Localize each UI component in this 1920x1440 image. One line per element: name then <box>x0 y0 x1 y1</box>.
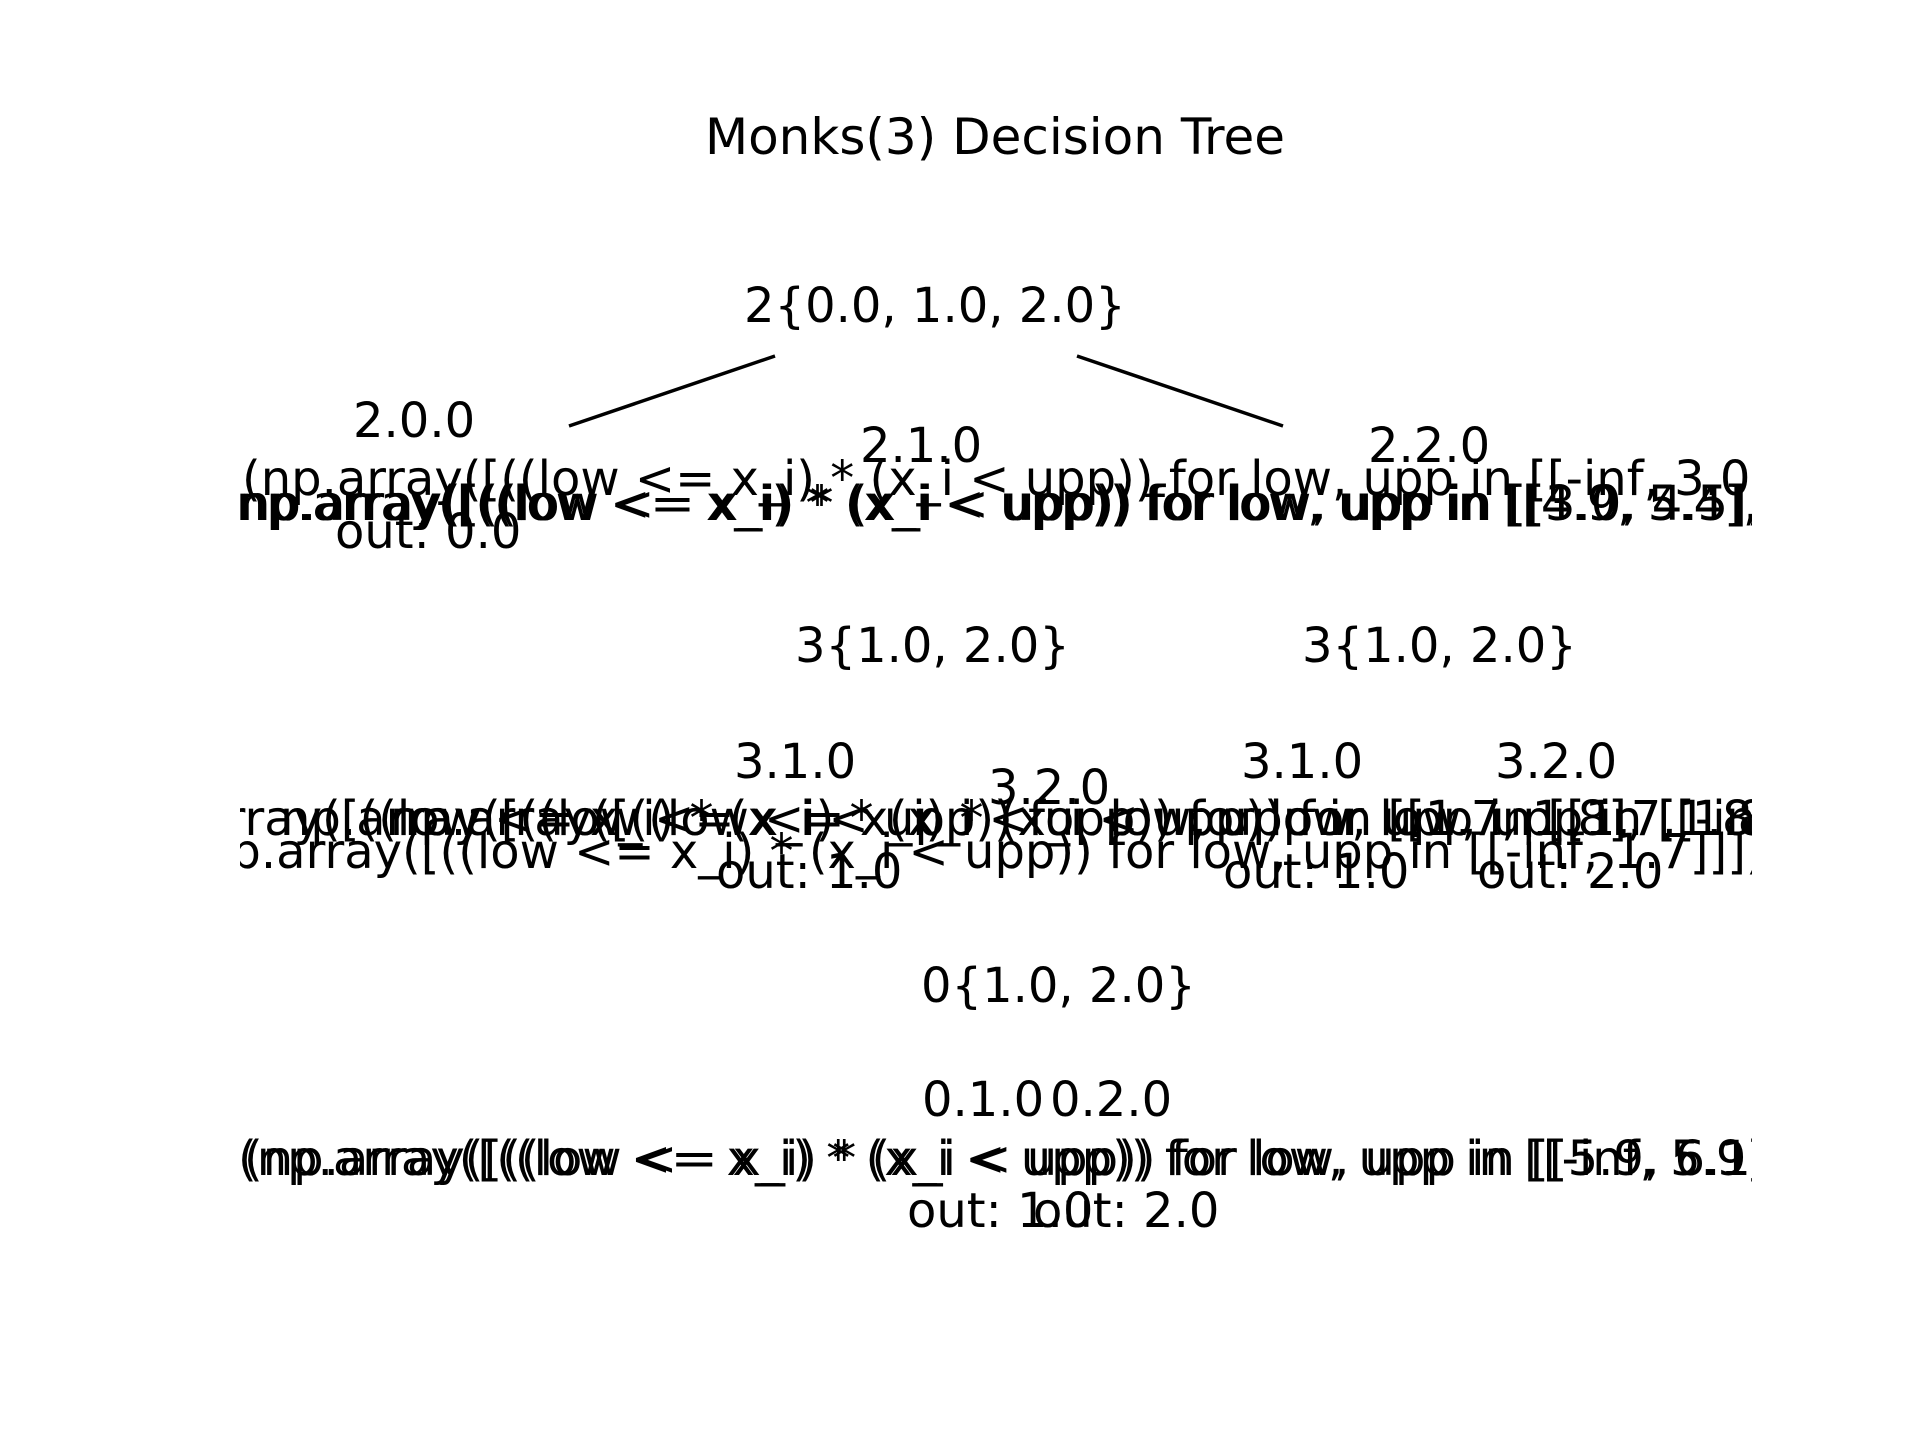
node-2-0-0-output: out: 0.0 <box>335 504 522 560</box>
node-2-1-0-value: 2.1.0 <box>860 418 983 474</box>
node-3-2-0-split: 0{1.0, 2.0} <box>921 958 1196 1014</box>
node-3-2-0-left-value: 3.2.0 <box>988 760 1111 816</box>
root-node-label: 2{0.0, 1.0, 2.0} <box>744 278 1126 334</box>
node-2-0-0-condition: (np.array([((low <= x_i) * (x_i < upp)) … <box>242 451 1752 507</box>
node-0-2-0-value: 0.2.0 <box>1050 1072 1173 1128</box>
node-2-2-0-split: 3{1.0, 2.0} <box>1302 618 1577 674</box>
figure-title: Monks(3) Decision Tree <box>704 108 1286 166</box>
node-3-2-0-right-condition: np.array([((low <= x_i) * (x_i < upp)) f… <box>280 791 1752 847</box>
node-0-1-0-value: 0.1.0 <box>922 1072 1045 1128</box>
node-0-2-0-output: out: 2.0 <box>1033 1183 1220 1239</box>
node-0-1-0-condition: (np.array([((low <= x_i) * (x_i < upp)) … <box>240 1131 1752 1187</box>
edge-root-to-2-0-0 <box>568 354 776 428</box>
node-0-2-0-condition: (np.array([((low <= x_i) * (x_i < upp)) … <box>244 1131 1752 1187</box>
node-2-2-0-value: 2.2.0 <box>1368 418 1491 474</box>
node-3-1-0-right-value: 3.1.0 <box>1241 734 1364 790</box>
node-3-1-0-left-condition: np.array([((low <= x_i) * (x_i < upp)) f… <box>240 791 1752 847</box>
node-3-1-0-right-output: out: 1.0 <box>1223 844 1410 900</box>
node-3-1-0-right-condition: np.array([((low <= x_i) * (x_i < upp)) f… <box>390 791 1752 847</box>
tree-clip-area: 2{0.0, 1.0, 2.0} 2.0.0 2.1.0 2.2.0 (np.a… <box>240 0 1752 1440</box>
node-3-2-0-right-value: 3.2.0 <box>1495 734 1618 790</box>
node-2-0-0-value: 2.0.0 <box>353 393 476 449</box>
node-2-1-0-split: 3{1.0, 2.0} <box>795 618 1070 674</box>
node-2-2-0-condition: np.array([((low <= x_i) * (x_i < upp)) f… <box>240 476 1752 532</box>
node-2-1-0-condition: np.array([((low <= x_i) * (x_i < upp)) f… <box>240 476 1752 532</box>
node-0-1-0-output: out: 1.0 <box>907 1183 1094 1239</box>
node-3-1-0-left-value: 3.1.0 <box>734 734 857 790</box>
node-3-2-0-right-output: out: 2.0 <box>1477 844 1664 900</box>
node-3-2-0-left-condition: np.array([((low <= x_i) * (x_i < upp)) f… <box>240 824 1752 880</box>
edge-root-to-2-2-0 <box>1076 354 1284 428</box>
node-3-1-0-left-output: out: 1.0 <box>716 844 903 900</box>
